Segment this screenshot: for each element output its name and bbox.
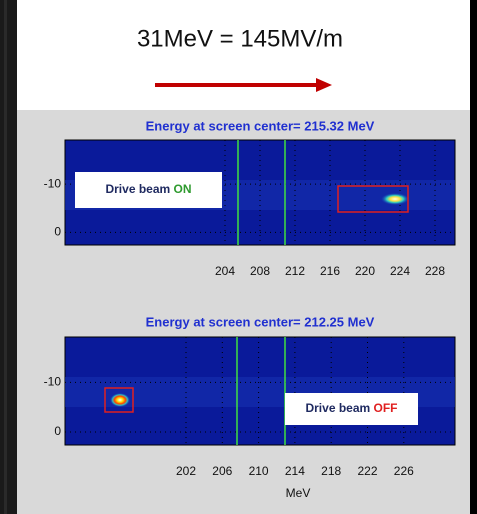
arrow-head xyxy=(316,78,332,92)
x-tick-label: 218 xyxy=(321,464,341,478)
x-tick-label: 212 xyxy=(285,264,305,278)
x-tick-label: 210 xyxy=(249,464,269,478)
label-box xyxy=(75,172,222,208)
beam-label-state: ON xyxy=(174,182,192,196)
side-stripe xyxy=(4,0,7,514)
beam-spot xyxy=(381,193,409,205)
y-tick-label: 0 xyxy=(54,424,61,438)
x-tick-label: 224 xyxy=(390,264,410,278)
beam-label-state: OFF xyxy=(374,401,398,415)
beam-spot xyxy=(110,393,130,407)
x-tick-label: 202 xyxy=(176,464,196,478)
x-tick-label: 214 xyxy=(285,464,305,478)
highlight-box xyxy=(104,387,134,413)
panel-title: Energy at screen center= 215.32 MeV xyxy=(146,118,375,133)
x-tick-label: 228 xyxy=(425,264,445,278)
y-tick-label: -10 xyxy=(44,176,62,190)
x-tick-label: 204 xyxy=(215,264,235,278)
header-panel xyxy=(17,0,470,110)
x-tick-label: 216 xyxy=(320,264,340,278)
header-title: 31MeV = 145MV/m xyxy=(137,25,343,52)
beam-label-text: Drive beam xyxy=(305,401,373,415)
highlight-box xyxy=(337,185,409,213)
x-tick-label: 208 xyxy=(250,264,270,278)
x-tick-label: 220 xyxy=(355,264,375,278)
beam-label: Drive beam ON xyxy=(105,182,191,196)
beam-label: Drive beam OFF xyxy=(305,401,397,415)
x-tick-label: 222 xyxy=(357,464,377,478)
y-tick-label: 0 xyxy=(54,225,61,239)
panel-title: Energy at screen center= 212.25 MeV xyxy=(146,314,375,329)
x-tick-label: 206 xyxy=(212,464,232,478)
beam-label-text: Drive beam xyxy=(105,182,173,196)
x-tick-label: 226 xyxy=(394,464,414,478)
side-stripe xyxy=(0,0,17,514)
label-box xyxy=(285,393,418,425)
x-axis-label: MeV xyxy=(286,486,311,500)
y-tick-label: -10 xyxy=(44,375,62,389)
